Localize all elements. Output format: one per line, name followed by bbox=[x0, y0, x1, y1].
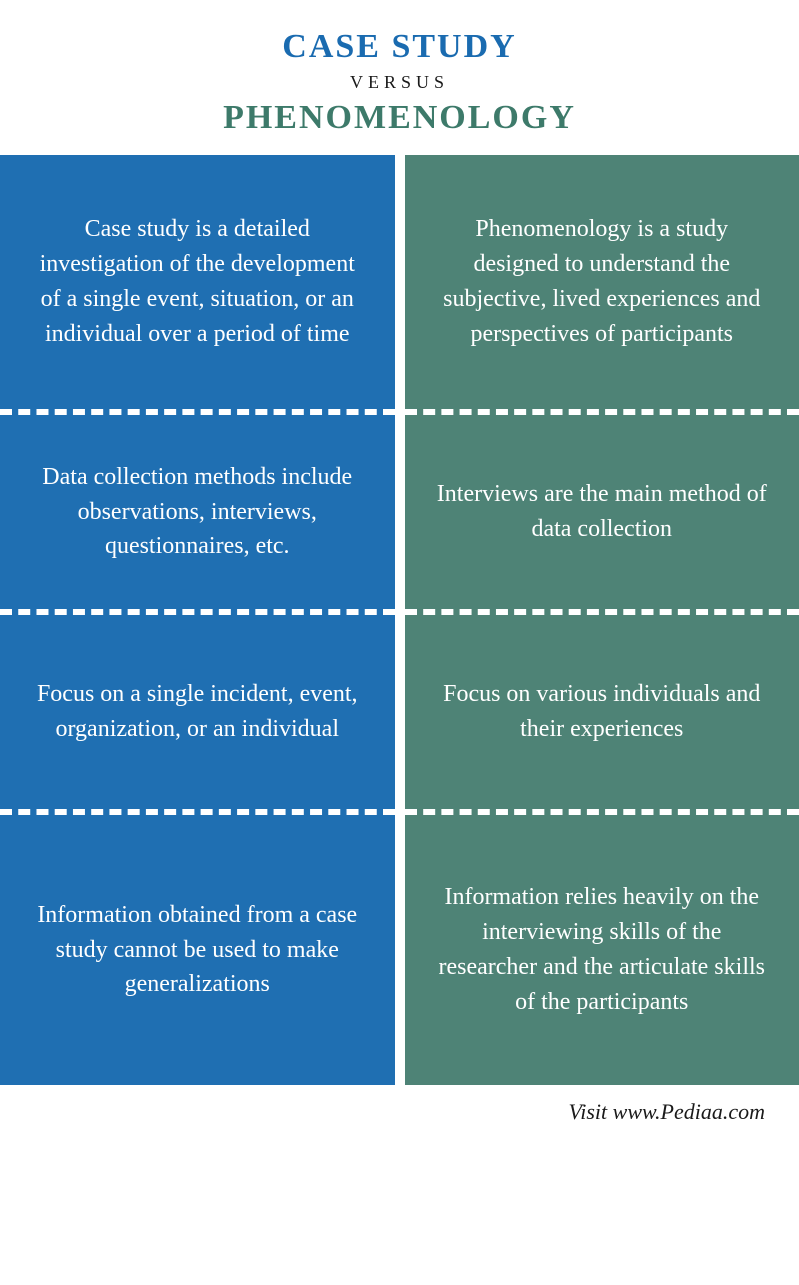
column-phenomenology: Phenomenology is a study designed to und… bbox=[405, 155, 799, 1085]
title-right: PHENOMENOLOGY bbox=[20, 99, 779, 137]
comparison-table: Case study is a detailed investigation o… bbox=[0, 155, 799, 1085]
infographic-container: CASE STUDY VERSUS PHENOMENOLOGY Case stu… bbox=[0, 0, 799, 1147]
cell-left-0: Case study is a detailed investigation o… bbox=[0, 155, 395, 415]
cell-left-1: Data collection methods include observat… bbox=[0, 415, 395, 615]
footer-credit: Visit www.Pediaa.com bbox=[0, 1085, 799, 1147]
cell-right-3: Information relies heavily on the interv… bbox=[405, 815, 799, 1085]
cell-right-2: Focus on various individuals and their e… bbox=[405, 615, 799, 815]
cell-right-0: Phenomenology is a study designed to und… bbox=[405, 155, 799, 415]
cell-left-2: Focus on a single incident, event, organ… bbox=[0, 615, 395, 815]
header: CASE STUDY VERSUS PHENOMENOLOGY bbox=[0, 0, 799, 155]
cell-left-3: Information obtained from a case study c… bbox=[0, 815, 395, 1085]
column-case-study: Case study is a detailed investigation o… bbox=[0, 155, 395, 1085]
cell-right-1: Interviews are the main method of data c… bbox=[405, 415, 799, 615]
versus-label: VERSUS bbox=[20, 72, 779, 93]
title-left: CASE STUDY bbox=[20, 28, 779, 66]
